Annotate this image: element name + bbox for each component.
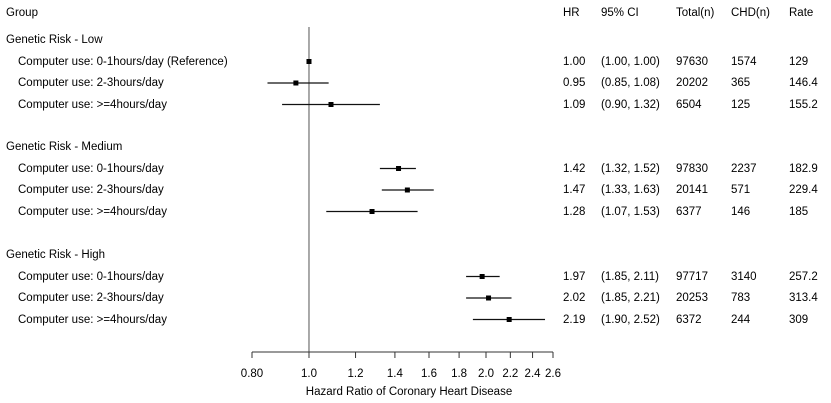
x-tick-label: 1.0 bbox=[300, 368, 317, 380]
row-rate: 309 bbox=[789, 313, 809, 326]
x-tick-label: 2.4 bbox=[524, 368, 541, 380]
row-label: Computer use: 0-1hours/day (Reference) bbox=[18, 55, 228, 68]
row-rate: 155.2 bbox=[789, 98, 818, 111]
row-label: Computer use: 0-1hours/day bbox=[18, 270, 164, 283]
group-title: Genetic Risk - Low bbox=[6, 34, 103, 46]
hr-point bbox=[404, 187, 410, 193]
hr-point bbox=[396, 166, 402, 171]
row-total: 20202 bbox=[676, 77, 708, 89]
group-title: Genetic Risk - High bbox=[6, 249, 106, 261]
row-ci: (1.32, 1.52) bbox=[601, 162, 660, 175]
header-total: Total(n) bbox=[676, 7, 715, 19]
row-total: 20141 bbox=[676, 184, 708, 196]
row-ci: (1.07, 1.53) bbox=[601, 205, 660, 218]
row-ci: (0.85, 1.08) bbox=[601, 77, 660, 89]
row-ci: (0.90, 1.32) bbox=[601, 98, 660, 111]
row-rate: 257.2 bbox=[789, 270, 818, 283]
row-chd: 783 bbox=[731, 292, 751, 304]
row-total: 6377 bbox=[676, 205, 702, 218]
header-chd: CHD(n) bbox=[731, 7, 770, 19]
row-rate: 129 bbox=[789, 55, 809, 68]
row-total: 97630 bbox=[676, 55, 708, 68]
row-label: Computer use: 2-3hours/day bbox=[18, 77, 164, 89]
row-hr: 1.97 bbox=[563, 270, 586, 283]
row-hr: 1.47 bbox=[563, 184, 586, 196]
row-ci: (1.00, 1.00) bbox=[601, 55, 660, 68]
group-title: Genetic Risk - Medium bbox=[6, 141, 123, 153]
row-ci: (1.90, 2.52) bbox=[601, 313, 660, 326]
row-rate: 146.4 bbox=[789, 77, 818, 89]
hr-point bbox=[293, 80, 299, 86]
row-label: Computer use: >=4hours/day bbox=[18, 313, 167, 326]
row-rate: 313.4 bbox=[789, 292, 818, 304]
row-rate: 229.4 bbox=[789, 184, 818, 196]
row-total: 6504 bbox=[676, 98, 702, 111]
row-hr: 2.02 bbox=[563, 292, 586, 304]
row-hr: 2.19 bbox=[563, 313, 586, 326]
hr-point bbox=[306, 59, 312, 64]
hr-point bbox=[506, 317, 512, 322]
x-tick-label: 1.4 bbox=[386, 368, 403, 380]
hr-point bbox=[479, 274, 485, 279]
row-chd: 365 bbox=[731, 77, 751, 89]
x-tick-label: 0.80 bbox=[240, 368, 264, 380]
row-label: Computer use: 0-1hours/day bbox=[18, 162, 164, 175]
row-total: 20253 bbox=[676, 292, 708, 304]
row-ci: (1.85, 2.21) bbox=[601, 292, 660, 304]
row-rate: 185 bbox=[789, 205, 809, 218]
row-ci: (1.85, 2.11) bbox=[601, 270, 659, 283]
row-rate: 182.9 bbox=[789, 162, 818, 175]
row-hr: 1.09 bbox=[563, 98, 586, 111]
x-tick-label: 1.6 bbox=[421, 368, 437, 380]
x-tick-label: 2.6 bbox=[545, 368, 561, 380]
row-label: Computer use: 2-3hours/day bbox=[18, 292, 164, 304]
row-chd: 3140 bbox=[731, 270, 757, 283]
hr-point bbox=[328, 102, 334, 107]
row-hr: 1.42 bbox=[563, 162, 586, 175]
row-ci: (1.33, 1.63) bbox=[601, 184, 660, 196]
x-tick-label: 1.8 bbox=[451, 368, 468, 380]
row-chd: 2237 bbox=[731, 162, 757, 175]
hr-point bbox=[369, 209, 375, 214]
x-axis-title: Hazard Ratio of Coronary Heart Disease bbox=[305, 386, 513, 398]
row-label: Computer use: 2-3hours/day bbox=[18, 184, 164, 196]
row-hr: 0.95 bbox=[563, 77, 586, 89]
row-hr: 1.28 bbox=[563, 205, 586, 218]
row-chd: 146 bbox=[731, 205, 751, 218]
row-total: 97717 bbox=[676, 270, 708, 283]
row-chd: 1574 bbox=[731, 55, 757, 68]
row-chd: 125 bbox=[731, 98, 751, 111]
row-chd: 244 bbox=[731, 313, 751, 326]
header-ci: 95% CI bbox=[601, 7, 639, 19]
x-tick-label: 1.2 bbox=[347, 368, 364, 380]
x-tick-label: 2.0 bbox=[477, 368, 494, 380]
header-hr: HR bbox=[563, 7, 580, 19]
header-rate: Rate bbox=[789, 7, 814, 19]
hr-point bbox=[486, 295, 492, 301]
row-label: Computer use: >=4hours/day bbox=[18, 205, 167, 218]
x-tick-label: 2.2 bbox=[502, 368, 519, 380]
row-hr: 1.00 bbox=[563, 55, 586, 68]
header-group: Group bbox=[6, 7, 38, 19]
row-label: Computer use: >=4hours/day bbox=[18, 98, 167, 111]
row-total: 6372 bbox=[676, 313, 702, 326]
row-total: 97830 bbox=[676, 162, 708, 175]
row-chd: 571 bbox=[731, 184, 751, 196]
